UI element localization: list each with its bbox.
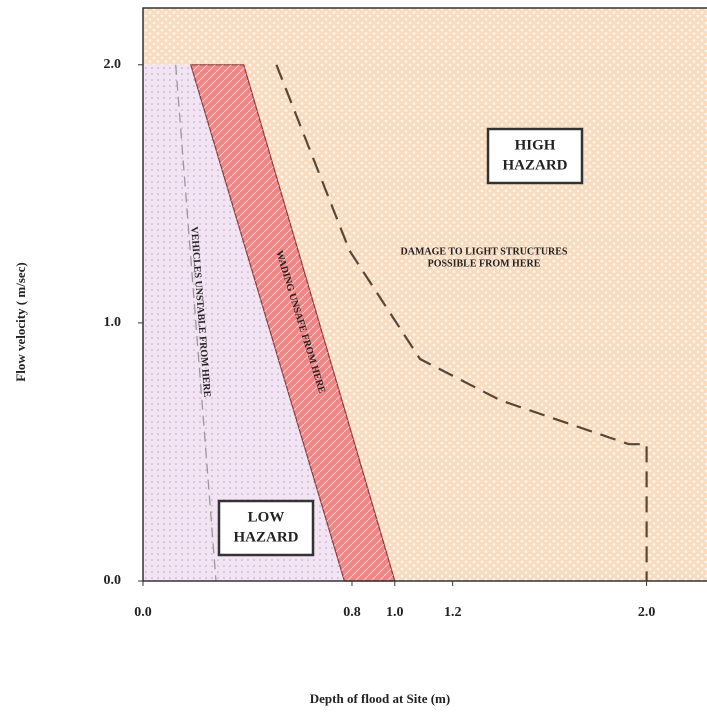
region-texture: [190, 64, 395, 582]
y-tick-label: 2.0: [104, 57, 122, 72]
annotation-text: POSSIBLE FROM HERE: [428, 258, 541, 269]
x-tick-label: 2.0: [638, 605, 656, 620]
x-axis-label: Depth of flood at Site (m): [310, 691, 450, 706]
y-tick-label: 0.0: [104, 573, 122, 588]
annotation-box: [486, 127, 584, 185]
x-tick-label: 1.2: [444, 605, 462, 620]
x-tick-label: 0.0: [134, 605, 152, 620]
annotation-text: HAZARD: [502, 157, 567, 173]
x-tick-label: 1.0: [386, 605, 404, 620]
y-axis-label: Flow velocity ( m/sec): [13, 262, 28, 381]
annotation-text: HAZARD: [233, 529, 298, 545]
annotation-text: HIGH: [515, 137, 556, 153]
annotation-text: LOW: [248, 509, 285, 525]
x-tick-label: 0.8: [343, 605, 361, 620]
annotation: HIGH HAZARD: [486, 127, 584, 185]
threshold-line: [175, 64, 217, 582]
region-texture: [143, 64, 345, 582]
annotation-box: [217, 499, 315, 557]
annotation: LOW HAZARD: [217, 499, 315, 557]
y-tick-label: 1.0: [104, 315, 122, 330]
annotation-text: DAMAGE TO LIGHT STRUCTURES: [401, 246, 568, 257]
plot-frame: [142, 7, 707, 582]
